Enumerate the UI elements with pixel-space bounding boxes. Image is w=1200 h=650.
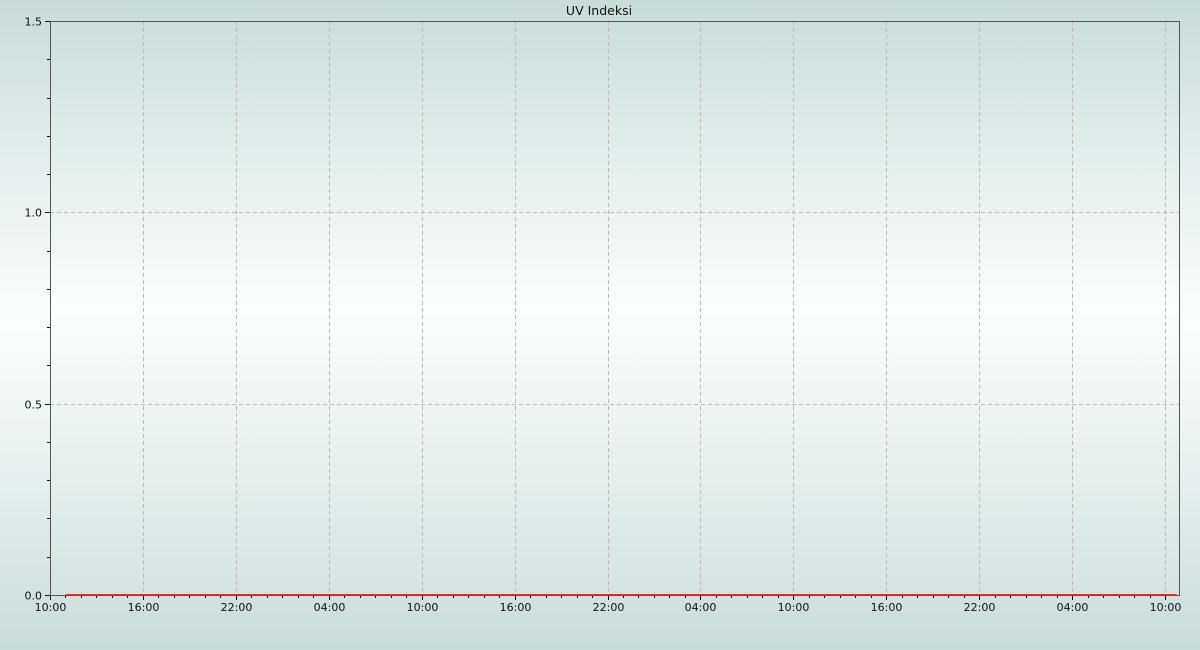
x-tick-label: 10:00 <box>1150 601 1182 614</box>
chart-title: UV Indeksi <box>566 3 632 18</box>
x-tick-label: 04:00 <box>1057 601 1089 614</box>
y-tick-label: 1.0 <box>25 207 43 220</box>
x-tick-label: 04:00 <box>685 601 717 614</box>
x-tick-label: 10:00 <box>407 601 439 614</box>
y-tick-label: 1.5 <box>25 16 43 29</box>
x-tick-label: 10:00 <box>778 601 810 614</box>
x-tick-label: 04:00 <box>314 601 346 614</box>
x-tick-label: 16:00 <box>871 601 903 614</box>
x-tick-label: 16:00 <box>500 601 532 614</box>
x-tick-label: 16:00 <box>128 601 160 614</box>
tick-labels: 10:00 16:00 22:00 04:00 10:00 16:00 22:00 04:00… <box>25 16 1182 615</box>
x-tick-label: 22:00 <box>593 601 625 614</box>
y-tick-label: 0.5 <box>25 399 43 412</box>
plot-area <box>50 21 1180 595</box>
x-tick-label: 22:00 <box>221 601 253 614</box>
x-tick-label: 10:00 <box>35 601 67 614</box>
y-tick-label: 0.0 <box>25 590 43 603</box>
plot-frame <box>50 21 1180 596</box>
x-tick-label: 22:00 <box>964 601 996 614</box>
grid <box>50 21 1180 595</box>
